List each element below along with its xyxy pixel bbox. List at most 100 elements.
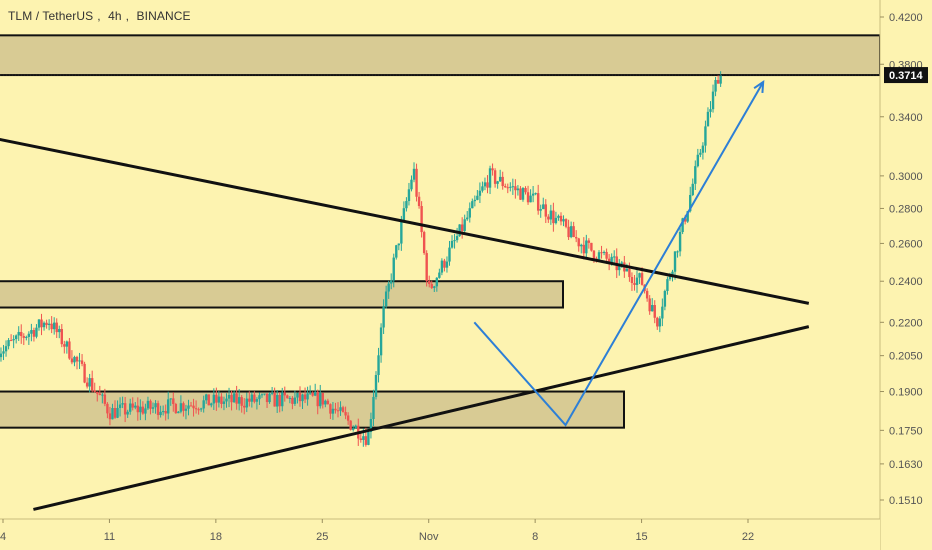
candle-body — [709, 109, 712, 112]
candle-body — [17, 331, 20, 336]
candle-body — [367, 432, 370, 445]
candle-body — [27, 333, 31, 337]
time-tick-label: 15 — [635, 531, 647, 543]
candle-body — [557, 215, 560, 218]
candle-body — [96, 391, 99, 394]
candle-body — [402, 208, 406, 222]
projection-arrow[interactable] — [473, 81, 765, 427]
time-tick-label: 4 — [0, 531, 6, 543]
candle-body — [554, 217, 558, 224]
candle-body — [177, 411, 180, 414]
trendline[interactable] — [33, 325, 810, 511]
candle-body — [597, 252, 601, 260]
candle-body — [144, 408, 147, 414]
candle-body — [32, 330, 36, 337]
candle-body — [167, 399, 170, 414]
interval-label: 4h — [108, 9, 122, 23]
candle-body — [255, 399, 259, 402]
candle-body — [539, 209, 542, 211]
candle-body — [321, 393, 324, 405]
price-tick-label: 0.3400 — [889, 112, 923, 124]
candle-body — [313, 391, 317, 396]
candle-body — [491, 168, 494, 171]
trendline[interactable] — [0, 131, 810, 305]
price-tick-label: 0.1630 — [889, 459, 923, 471]
candle-body — [509, 186, 512, 188]
candle-body — [58, 328, 61, 333]
candle-body — [580, 244, 583, 247]
candle-body — [108, 413, 112, 420]
candle-body — [243, 405, 246, 408]
candle-body — [220, 396, 223, 404]
candle-body — [648, 298, 651, 312]
candle-body — [118, 404, 122, 408]
candle-body — [516, 188, 520, 191]
candle-body — [78, 360, 81, 362]
symbol-label: TLM / TetherUS — [8, 9, 94, 23]
candle-body — [582, 244, 585, 254]
candle-body — [4, 346, 8, 352]
time-axis[interactable] — [0, 519, 880, 550]
zone-box[interactable] — [0, 390, 625, 429]
candle-body — [303, 394, 307, 400]
candle-body — [341, 407, 345, 413]
candle-body — [574, 237, 578, 239]
candle-body — [415, 168, 418, 197]
zone-box[interactable] — [0, 34, 881, 77]
candle-body — [651, 305, 654, 312]
candle-body — [504, 186, 507, 188]
candle-body — [463, 219, 466, 231]
candle-body — [481, 186, 484, 191]
zone-box[interactable] — [0, 280, 564, 309]
candle-body — [189, 405, 193, 407]
candle-body — [392, 257, 395, 281]
candle-body — [248, 398, 251, 402]
candle-body — [534, 193, 537, 195]
candle-body — [628, 268, 631, 278]
candle-body — [656, 317, 659, 327]
candle-body — [37, 319, 41, 328]
candle-body — [506, 187, 509, 189]
candle-body — [671, 271, 674, 277]
time-tick-label: 22 — [742, 531, 754, 543]
candle-body — [569, 226, 573, 238]
candle-body — [14, 335, 18, 340]
candle-body — [184, 408, 188, 411]
price-tick-label: 0.2600 — [889, 238, 923, 250]
candle-body — [70, 358, 74, 363]
candle-body — [443, 260, 446, 268]
candle-body — [587, 240, 591, 243]
candle-body — [473, 199, 477, 202]
time-tick-label: 25 — [316, 531, 328, 543]
candle-body — [379, 327, 383, 356]
candle-body — [349, 420, 352, 430]
price-axis[interactable] — [880, 0, 932, 550]
candle-body — [98, 393, 101, 396]
candle-body — [68, 341, 71, 359]
candle-body — [194, 408, 198, 410]
candle-body — [488, 168, 492, 188]
candle-body — [521, 188, 525, 200]
candle-body — [334, 408, 337, 411]
candle-body — [610, 256, 613, 263]
candle-body — [151, 407, 155, 409]
candle-body — [93, 390, 96, 392]
price-tick-label: 0.1900 — [889, 387, 923, 399]
candle-body — [50, 323, 53, 330]
candle-body — [562, 219, 565, 222]
candle-body — [428, 281, 431, 285]
candle-body — [80, 360, 84, 364]
candle-body — [524, 188, 527, 193]
candle-body — [359, 438, 363, 440]
candle-body — [230, 394, 233, 403]
candle-body — [235, 393, 238, 404]
candle-body — [483, 182, 487, 187]
candle-body — [501, 176, 504, 187]
candle-body — [699, 152, 702, 155]
candle-body — [466, 217, 469, 220]
candle-body — [374, 375, 378, 397]
candle-body — [387, 283, 390, 292]
candle-body — [613, 256, 616, 258]
